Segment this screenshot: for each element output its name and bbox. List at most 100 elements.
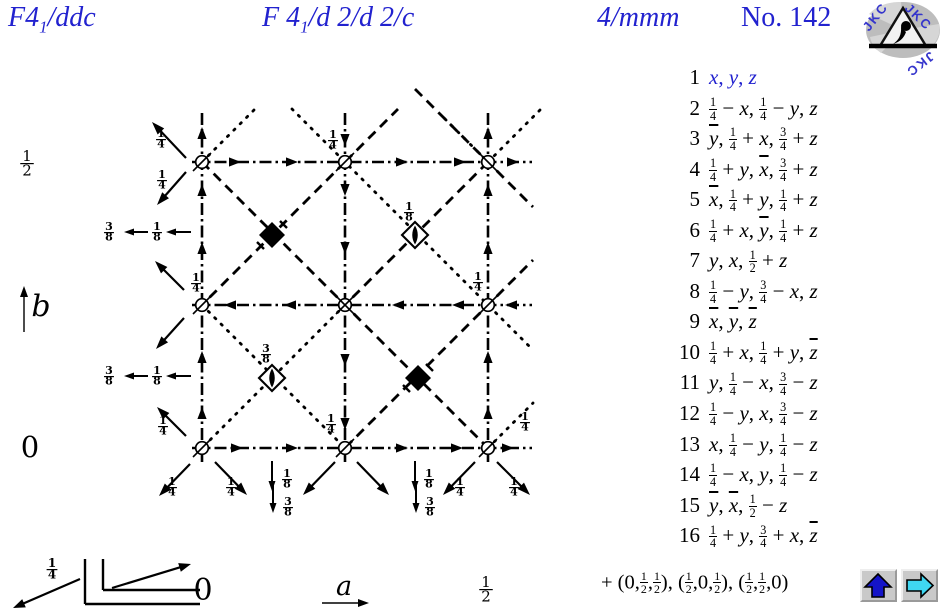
position-coordinates: x, y, z bbox=[709, 65, 757, 89]
svg-text:8: 8 bbox=[262, 353, 270, 366]
svg-text:1: 1 bbox=[22, 147, 32, 165]
svg-text:4: 4 bbox=[329, 139, 337, 152]
position-number: 7 bbox=[689, 248, 701, 273]
svg-text:2: 2 bbox=[481, 588, 491, 606]
svg-text:4: 4 bbox=[227, 486, 235, 499]
svg-text:4: 4 bbox=[168, 486, 176, 499]
position-number: 10 bbox=[679, 339, 700, 364]
svg-text:1: 1 bbox=[456, 475, 464, 488]
svg-text:8: 8 bbox=[283, 478, 291, 491]
svg-text:3: 3 bbox=[284, 495, 292, 508]
svg-text:8: 8 bbox=[153, 375, 161, 388]
nav-up-button[interactable] bbox=[860, 569, 897, 602]
svg-text:1: 1 bbox=[283, 467, 291, 480]
svg-text:8: 8 bbox=[425, 478, 433, 491]
position-number: 14 bbox=[679, 462, 700, 487]
position-number: 12 bbox=[679, 401, 700, 426]
svg-text:b: b bbox=[31, 289, 50, 324]
svg-text:1: 1 bbox=[510, 475, 518, 488]
svg-text:3: 3 bbox=[105, 220, 113, 233]
svg-text:2: 2 bbox=[22, 162, 32, 180]
position-number: 5 bbox=[689, 187, 701, 212]
svg-text:1: 1 bbox=[158, 168, 166, 181]
position-number: 13 bbox=[679, 431, 700, 456]
position-item: 1 x, y, z bbox=[656, 62, 944, 93]
position-number: 11 bbox=[679, 370, 700, 395]
position-number: 15 bbox=[679, 492, 700, 517]
svg-text:4: 4 bbox=[48, 568, 56, 582]
position-number: 6 bbox=[689, 217, 701, 242]
svg-text:3: 3 bbox=[426, 495, 434, 508]
position-number: 3 bbox=[689, 126, 701, 151]
position-number: 9 bbox=[689, 309, 701, 334]
position-coordinates: x, y, z bbox=[709, 309, 757, 334]
svg-text:4: 4 bbox=[474, 281, 482, 294]
position-number: 16 bbox=[679, 523, 700, 548]
svg-text:1: 1 bbox=[157, 127, 165, 140]
svg-text:4: 4 bbox=[456, 486, 464, 499]
svg-text:4: 4 bbox=[157, 138, 165, 151]
nav-next-button[interactable] bbox=[901, 569, 938, 602]
svg-text:4: 4 bbox=[159, 425, 167, 438]
svg-text:8: 8 bbox=[105, 375, 113, 388]
svg-text:1: 1 bbox=[425, 467, 433, 480]
point-group-symbol: 4/mmm bbox=[597, 2, 680, 33]
svg-text:1: 1 bbox=[48, 556, 56, 570]
svg-text:1: 1 bbox=[521, 410, 529, 423]
up-arrow-icon bbox=[863, 572, 893, 598]
svg-text:4: 4 bbox=[521, 421, 529, 434]
svg-text:8: 8 bbox=[426, 506, 434, 519]
space-group-number: No. 142 bbox=[741, 2, 832, 33]
svg-text:1: 1 bbox=[474, 270, 482, 283]
svg-text:3: 3 bbox=[105, 364, 113, 377]
position-number: 8 bbox=[689, 278, 701, 303]
position-item: 9 x, y, z bbox=[656, 306, 944, 337]
svg-text:1: 1 bbox=[192, 271, 200, 284]
svg-text:0: 0 bbox=[193, 573, 212, 608]
svg-text:0: 0 bbox=[21, 430, 39, 464]
svg-text:1: 1 bbox=[329, 128, 337, 141]
right-arrow-icon bbox=[906, 572, 935, 599]
svg-text:8: 8 bbox=[153, 231, 161, 244]
svg-text:1: 1 bbox=[405, 200, 413, 213]
svg-text:1: 1 bbox=[168, 475, 176, 488]
centering-translations: + (0, 1 2, 1 2), (1 2,0, 1 2), (1 2, 1 2,0) bbox=[601, 569, 789, 597]
svg-text:1: 1 bbox=[153, 220, 161, 233]
full-hermann-mauguin-symbol: F 41/d 2/d 2/c bbox=[262, 2, 415, 37]
position-number: 2 bbox=[689, 95, 701, 120]
svg-text:a: a bbox=[336, 571, 352, 602]
svg-text:1: 1 bbox=[227, 475, 235, 488]
svg-text:4: 4 bbox=[158, 179, 166, 192]
svg-text:1: 1 bbox=[159, 414, 167, 427]
position-number: 4 bbox=[689, 156, 701, 181]
svg-text:4: 4 bbox=[327, 423, 335, 436]
svg-text:3: 3 bbox=[262, 342, 270, 355]
svg-text:8: 8 bbox=[284, 506, 292, 519]
